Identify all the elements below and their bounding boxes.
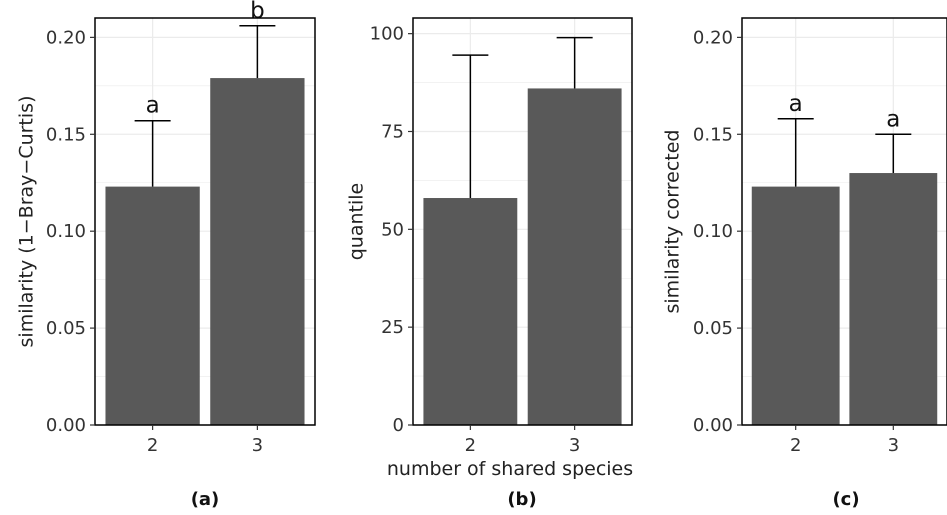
y-tick-label: 100 — [370, 24, 404, 45]
panel-border — [741, 17, 947, 426]
y-tick-label: 50 — [381, 219, 404, 240]
y-tick-label: 0.00 — [693, 415, 733, 436]
x-tick-label: 2 — [465, 435, 476, 456]
y-axis-title: quantile — [346, 183, 368, 260]
y-tick-label: 0.10 — [46, 221, 86, 242]
panel-border — [412, 17, 633, 426]
y-tick-label: 0.15 — [693, 124, 733, 145]
significance-letter: a — [789, 91, 803, 117]
bar — [527, 88, 622, 425]
x-tick-label: 3 — [569, 435, 580, 456]
y-tick-label: 0.10 — [693, 221, 733, 242]
y-tick-label: 0.20 — [693, 27, 733, 48]
x-tick-label: 2 — [147, 435, 158, 456]
significance-letter: a — [886, 106, 900, 132]
y-tick-label: 0.05 — [46, 318, 86, 339]
bar — [105, 186, 200, 425]
bar — [423, 198, 518, 425]
x-tick-label: 3 — [252, 435, 263, 456]
bar — [849, 173, 938, 425]
y-tick-label: 25 — [381, 317, 404, 338]
panel-border — [94, 17, 316, 426]
y-tick-label: 75 — [381, 121, 404, 142]
bar — [210, 78, 305, 425]
bar — [751, 186, 840, 425]
panel-a: a b 0.00 0.05 0.10 0.15 0.20 2 3 similarity (1−Br… — [16, 0, 316, 510]
y-tick-label: 0.00 — [46, 415, 86, 436]
x-tick-label: 2 — [790, 435, 801, 456]
y-tick-label: 0.20 — [46, 27, 86, 48]
significance-letter: a — [146, 93, 160, 119]
panel-label: (a) — [191, 489, 220, 510]
y-tick-label: 0 — [393, 415, 404, 436]
panel-b: 0 25 50 75 100 2 3 quantile (b) — [346, 17, 633, 510]
y-tick-label: 0.15 — [46, 124, 86, 145]
y-tick-label: 0.05 — [693, 318, 733, 339]
significance-letter: b — [250, 0, 265, 24]
panel-c: a a 0.00 0.05 0.10 0.15 0.20 2 3 similarity corre… — [662, 17, 947, 510]
y-axis-title: similarity (1−Bray−Curtis) — [16, 96, 38, 348]
panel-label: (c) — [832, 489, 859, 510]
x-tick-label: 3 — [888, 435, 899, 456]
panel-label: (b) — [507, 489, 536, 510]
shared-x-axis-title: number of shared species — [387, 458, 633, 480]
y-axis-title: similarity corrected — [662, 130, 684, 314]
